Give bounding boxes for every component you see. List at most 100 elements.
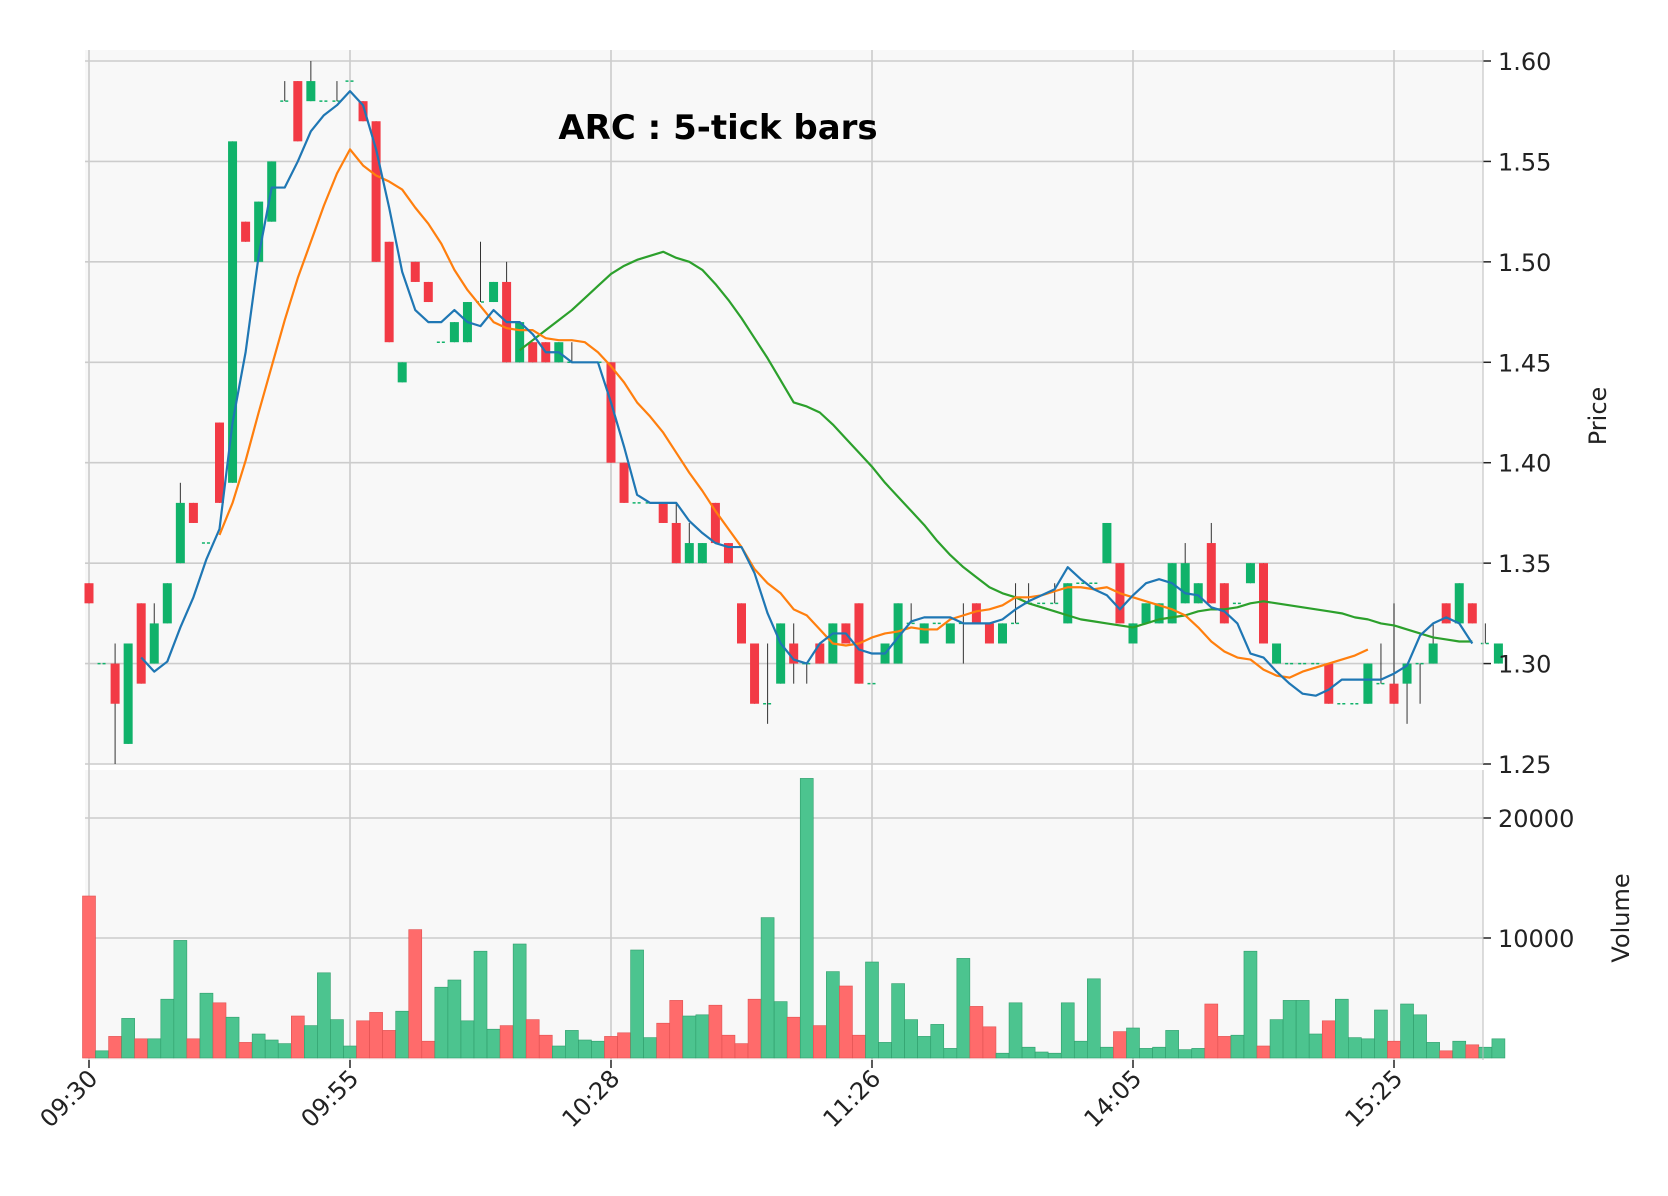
candle-body xyxy=(684,543,694,564)
candle-body xyxy=(136,603,146,684)
candle-body xyxy=(449,322,459,343)
candle-body xyxy=(188,502,198,523)
volume-tick-label: 10000 xyxy=(1498,925,1574,953)
volume-bar xyxy=(1060,1002,1075,1059)
volume-bar xyxy=(160,998,175,1059)
volume-bar xyxy=(1021,1046,1036,1059)
volume-bar xyxy=(695,1014,710,1059)
volume-bar xyxy=(1008,1002,1023,1059)
volume-bar xyxy=(395,1010,410,1059)
candle-body xyxy=(710,502,720,544)
volume-bar xyxy=(1295,1000,1310,1059)
candle-body xyxy=(410,261,420,282)
price-tick-label: 1.35 xyxy=(1498,550,1551,578)
volume-bar xyxy=(591,1040,605,1059)
candle-body xyxy=(175,502,185,564)
volume-bar xyxy=(721,1034,736,1059)
volume-bar xyxy=(734,1043,749,1059)
candle-body xyxy=(489,281,499,303)
volume-bar xyxy=(812,1025,827,1059)
volume-bar xyxy=(956,958,971,1059)
volume-bar xyxy=(512,943,527,1059)
price-tick-label: 1.30 xyxy=(1498,651,1551,679)
volume-bar xyxy=(786,1016,801,1059)
candle-body xyxy=(1193,583,1203,604)
volume-bar xyxy=(1087,978,1101,1059)
candle-body xyxy=(110,663,120,704)
volume-bar xyxy=(904,1019,918,1059)
volume-bar xyxy=(852,1034,866,1059)
candle-body xyxy=(215,422,224,503)
candle-body xyxy=(776,623,786,684)
volume-bar xyxy=(995,1052,1010,1059)
candle-body xyxy=(697,543,707,564)
candle-body xyxy=(1141,603,1151,624)
candle-body xyxy=(1363,663,1373,704)
volume-bar xyxy=(408,929,423,1059)
candle-body xyxy=(1324,663,1334,704)
volume-bar xyxy=(186,1038,201,1059)
volume-bar xyxy=(369,1012,383,1059)
ma-slow-line xyxy=(518,250,1473,643)
volume-bar xyxy=(251,1033,266,1059)
volume-bar xyxy=(1152,1046,1166,1059)
volume-bar xyxy=(1491,1038,1506,1059)
volume-bar xyxy=(643,1037,657,1059)
candle-body xyxy=(293,81,303,142)
candle-body xyxy=(1259,563,1268,644)
volume-bar xyxy=(317,972,331,1059)
volume-bar xyxy=(1452,1040,1467,1059)
volume-bar xyxy=(212,1002,227,1059)
candle-body xyxy=(162,583,172,624)
volume-bar xyxy=(238,1042,253,1059)
volume-bar xyxy=(1361,1038,1375,1059)
candle-body xyxy=(371,121,381,262)
candle-body xyxy=(123,643,133,744)
candle-body xyxy=(998,623,1007,644)
candle-body xyxy=(306,81,316,102)
volume-bar xyxy=(891,983,905,1059)
candle-body xyxy=(515,322,525,363)
candle-body xyxy=(1428,643,1438,664)
candle-body xyxy=(606,362,616,463)
candle-body xyxy=(358,101,368,122)
volume-bar xyxy=(1074,1040,1088,1059)
price-tick-label: 1.40 xyxy=(1498,450,1551,478)
ma-mid-line xyxy=(218,148,1369,679)
volume-bar xyxy=(1243,950,1258,1059)
volume-bar xyxy=(1335,998,1349,1059)
chart-title: ARC : 5-tick bars xyxy=(558,108,877,148)
candle-body xyxy=(1206,543,1216,604)
volume-bar xyxy=(839,985,853,1059)
volume-axis-label: Volume xyxy=(1607,873,1635,962)
volume-bar xyxy=(1178,1049,1192,1059)
candle-body xyxy=(1454,583,1464,624)
volume-bar xyxy=(525,1019,540,1059)
volume-bar xyxy=(95,1050,109,1059)
volume-bar xyxy=(1204,1003,1219,1059)
volume-bar xyxy=(1465,1044,1480,1059)
price-tick-label: 1.25 xyxy=(1498,751,1551,779)
volume-bar xyxy=(1387,1040,1401,1059)
volume-bar xyxy=(1282,1000,1297,1059)
volume-bar xyxy=(578,1039,592,1059)
volume-bar xyxy=(1230,1034,1245,1059)
volume-bar xyxy=(1047,1052,1062,1059)
volume-bar xyxy=(969,1006,984,1059)
candle-body xyxy=(971,603,981,624)
volume-bar xyxy=(617,1032,631,1059)
candle-body xyxy=(984,623,994,644)
candle-body xyxy=(254,201,264,262)
volume-bar xyxy=(134,1038,148,1059)
volume-bar xyxy=(630,949,644,1059)
price-axis-label: Price xyxy=(1584,387,1612,446)
volume-bar xyxy=(147,1038,162,1059)
volume-bar xyxy=(1413,1014,1427,1059)
candle-body xyxy=(789,643,799,664)
volume-bar xyxy=(173,940,188,1059)
volume-bar xyxy=(760,917,775,1059)
candle-body xyxy=(528,342,538,363)
volume-bar xyxy=(1113,1031,1127,1059)
volume-bar xyxy=(225,1016,240,1059)
volume-bar xyxy=(1348,1037,1362,1059)
